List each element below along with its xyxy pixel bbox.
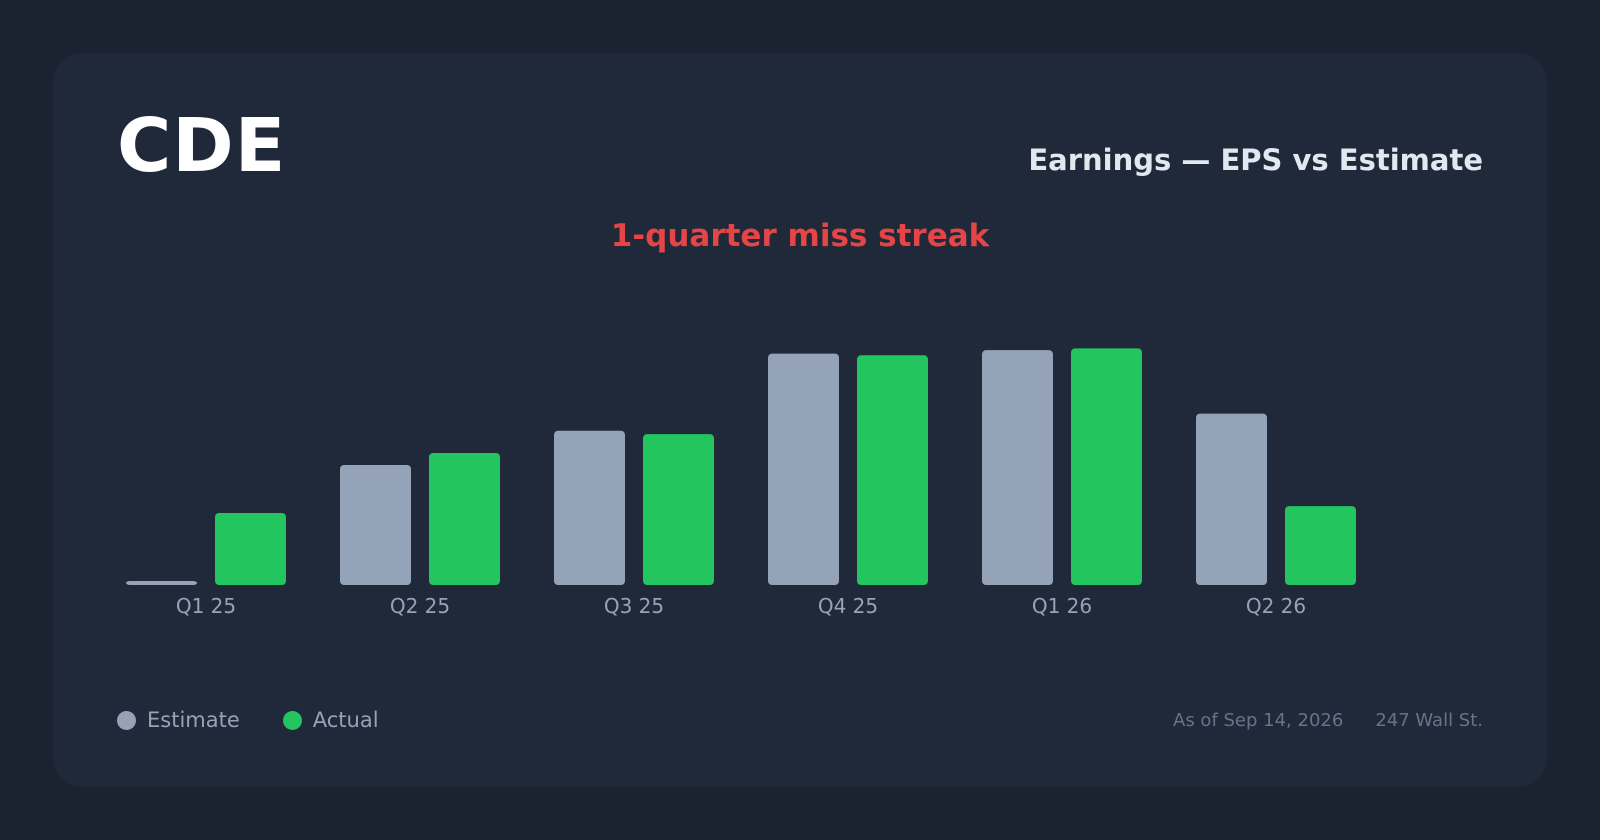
legend-swatch-estimate bbox=[117, 710, 136, 730]
bar-actual-q3-25 bbox=[643, 434, 714, 585]
legend-label-actual: Actual bbox=[312, 708, 379, 732]
bar-actual-q1-26 bbox=[1071, 348, 1142, 585]
legend-label-estimate: Estimate bbox=[147, 708, 240, 732]
x-tick-label: Q2 25 bbox=[390, 594, 450, 618]
bar-estimate-q4-25 bbox=[768, 353, 839, 585]
bar-actual-q2-25 bbox=[429, 453, 500, 585]
x-tick-label: Q1 26 bbox=[1032, 594, 1092, 618]
bar-estimate-q2-25 bbox=[340, 465, 411, 585]
chart-title: Earnings — EPS vs Estimate bbox=[1028, 143, 1483, 177]
x-tick-label: Q3 25 bbox=[604, 594, 664, 618]
chart-footer: As of Sep 14, 2026 247 Wall St. bbox=[1173, 710, 1483, 731]
bar-estimate-q2-26 bbox=[1196, 413, 1267, 585]
legend-item-actual: Actual bbox=[282, 708, 379, 732]
bar-estimate-q1-26 bbox=[982, 350, 1053, 585]
bar-actual-q1-25 bbox=[215, 513, 286, 585]
streak-label: 1-quarter miss streak bbox=[610, 218, 990, 254]
as-of-date: As of Sep 14, 2026 bbox=[1173, 710, 1344, 731]
earnings-card: CDE Earnings — EPS vs Estimate 1-quarter… bbox=[53, 53, 1547, 787]
bar-actual-q4-25 bbox=[857, 355, 928, 585]
ticker-symbol: CDE bbox=[117, 103, 287, 189]
chart-legend: Estimate Actual bbox=[117, 708, 422, 732]
bar-estimate-q3-25 bbox=[554, 430, 625, 585]
source-label: 247 Wall St. bbox=[1375, 710, 1483, 731]
legend-item-estimate: Estimate bbox=[117, 708, 240, 732]
legend-swatch-actual bbox=[282, 710, 302, 730]
x-tick-label: Q2 26 bbox=[1246, 594, 1306, 618]
bar-estimate-q1-25 bbox=[126, 581, 197, 585]
x-tick-label: Q1 25 bbox=[176, 594, 236, 618]
x-tick-label: Q4 25 bbox=[818, 594, 878, 618]
eps-bar-chart: Q1 25 Q2 25 Q3 25 Q4 25 Q1 26 Q2 26 bbox=[126, 348, 1356, 618]
bar-actual-q2-26 bbox=[1285, 506, 1356, 585]
